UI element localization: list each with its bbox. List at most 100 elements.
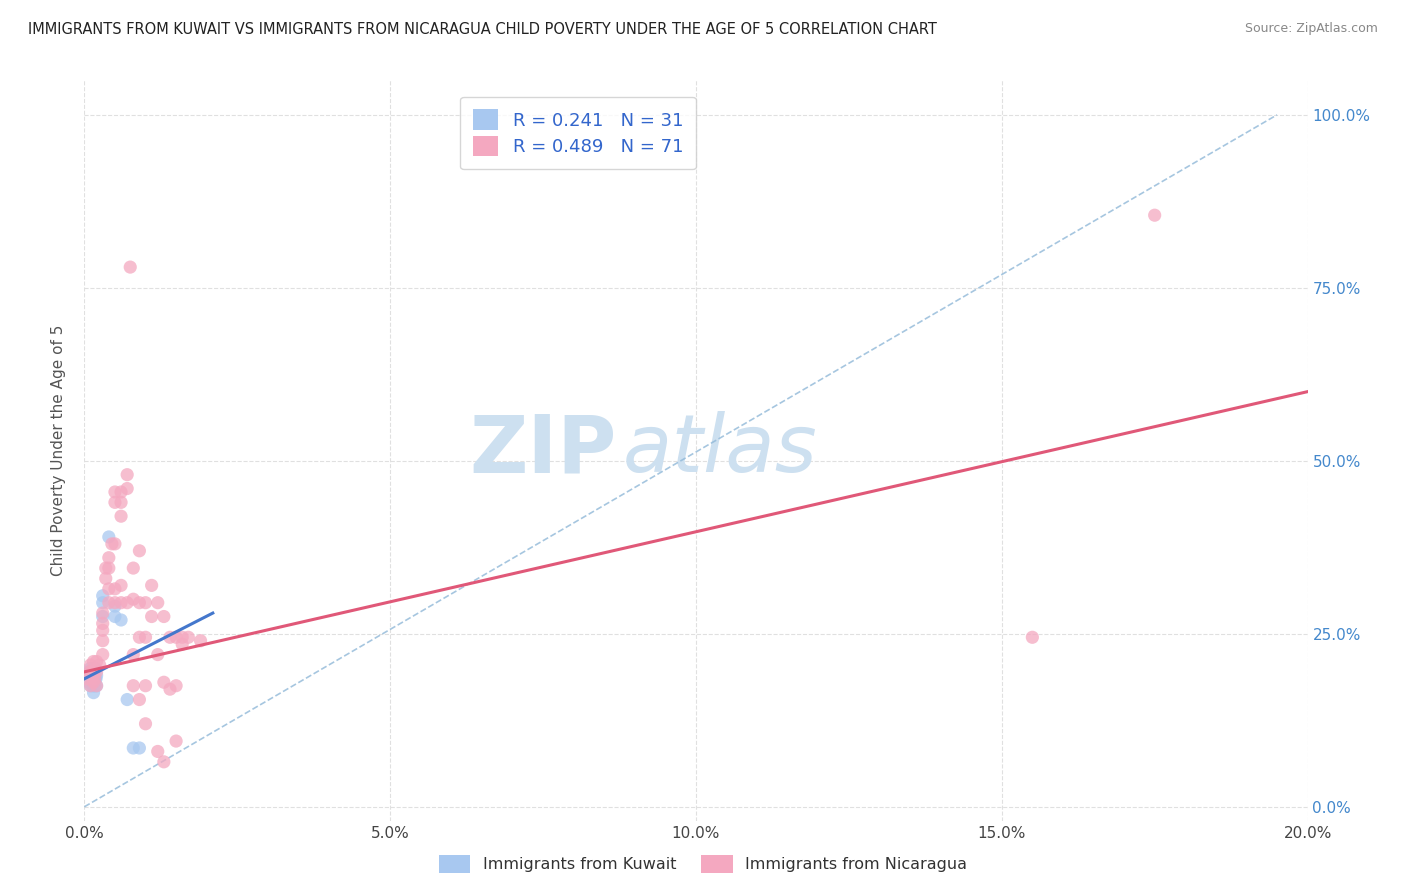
Point [91, 609, 114, 624]
Point [82, 679, 104, 693]
Point [141, 578, 163, 592]
Point [83, 668, 105, 682]
Point [91, 624, 114, 638]
Point [153, 755, 176, 769]
Point [83, 679, 105, 693]
Point [110, 485, 132, 500]
Point [122, 561, 145, 575]
Text: ZIP: ZIP [470, 411, 616, 490]
Legend: Immigrants from Kuwait, Immigrants from Nicaragua: Immigrants from Kuwait, Immigrants from … [432, 848, 974, 880]
Point [110, 495, 132, 509]
Point [97, 596, 120, 610]
Point [77, 665, 100, 679]
Point [135, 596, 157, 610]
Point [115, 692, 138, 706]
Point [80, 665, 103, 679]
Point [135, 716, 157, 731]
Point [122, 741, 145, 756]
Point [86, 655, 108, 669]
Point [104, 599, 127, 614]
Point [79, 657, 101, 672]
Point [146, 596, 169, 610]
Point [83, 665, 105, 679]
Y-axis label: Child Poverty Under the Age of 5: Child Poverty Under the Age of 5 [51, 325, 66, 576]
Point [172, 637, 194, 651]
Point [97, 550, 120, 565]
Point [165, 679, 187, 693]
Point [83, 679, 105, 693]
Point [1021, 630, 1043, 644]
Point [97, 582, 120, 596]
Point [91, 596, 114, 610]
Point [172, 630, 194, 644]
Point [101, 537, 124, 551]
Point [135, 679, 157, 693]
Point [122, 592, 145, 607]
Point [122, 679, 145, 693]
Point [159, 682, 181, 697]
Point [79, 672, 101, 686]
Point [110, 596, 132, 610]
Point [91, 648, 114, 662]
Point [115, 467, 138, 482]
Point [83, 672, 105, 686]
Point [104, 609, 127, 624]
Point [84, 672, 107, 686]
Point [83, 668, 105, 682]
Point [153, 609, 176, 624]
Point [110, 578, 132, 592]
Point [104, 495, 127, 509]
Point [110, 509, 132, 524]
Text: Source: ZipAtlas.com: Source: ZipAtlas.com [1244, 22, 1378, 36]
Point [141, 609, 163, 624]
Point [77, 665, 100, 679]
Point [89, 657, 111, 672]
Point [76, 672, 98, 686]
Point [104, 582, 127, 596]
Point [79, 665, 101, 679]
Point [94, 572, 117, 586]
Point [146, 648, 169, 662]
Point [177, 630, 200, 644]
Point [91, 616, 114, 631]
Point [104, 596, 127, 610]
Point [128, 692, 150, 706]
Point [97, 530, 120, 544]
Point [91, 589, 114, 603]
Point [1143, 208, 1166, 222]
Point [128, 630, 150, 644]
Text: atlas: atlas [623, 411, 817, 490]
Point [83, 661, 105, 675]
Point [86, 668, 108, 682]
Point [115, 596, 138, 610]
Point [146, 744, 169, 758]
Point [110, 613, 132, 627]
Point [104, 537, 127, 551]
Point [115, 482, 138, 496]
Point [165, 630, 187, 644]
Point [94, 561, 117, 575]
Point [91, 606, 114, 620]
Point [153, 675, 176, 690]
Point [128, 596, 150, 610]
Point [83, 672, 105, 686]
Point [83, 685, 105, 699]
Point [83, 665, 105, 679]
Text: IMMIGRANTS FROM KUWAIT VS IMMIGRANTS FROM NICARAGUA CHILD POVERTY UNDER THE AGE : IMMIGRANTS FROM KUWAIT VS IMMIGRANTS FRO… [28, 22, 936, 37]
Point [86, 679, 108, 693]
Point [159, 630, 181, 644]
Point [83, 675, 105, 690]
Point [83, 672, 105, 686]
Point [79, 679, 101, 693]
Point [97, 561, 120, 575]
Point [165, 734, 187, 748]
Point [122, 648, 145, 662]
Point [128, 741, 150, 756]
Point [86, 665, 108, 679]
Point [82, 672, 104, 686]
Point [190, 633, 212, 648]
Point [76, 668, 98, 682]
Point [79, 661, 101, 675]
Point [79, 679, 101, 693]
Legend: R = 0.241   N = 31, R = 0.489   N = 71: R = 0.241 N = 31, R = 0.489 N = 71 [460, 96, 696, 169]
